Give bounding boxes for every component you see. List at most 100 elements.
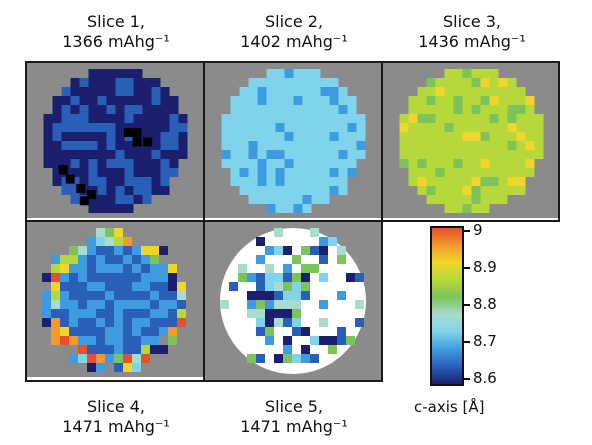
colorbar-tick-8-8 [464, 304, 470, 306]
heatmap-cell [132, 336, 141, 345]
heatmap-cell [301, 345, 310, 354]
heatmap-cell [347, 105, 357, 114]
heatmap-cell [257, 105, 267, 114]
heatmap-cell [480, 87, 490, 96]
heatmap-cell [310, 336, 319, 345]
heatmap-cell [283, 336, 292, 345]
slice-1-panel [27, 63, 203, 218]
heatmap-cell [462, 78, 472, 87]
heatmap-cell [151, 159, 161, 168]
heatmap-cell [159, 327, 168, 336]
colorbar-tick-8-7 [464, 341, 470, 343]
heatmap-cell [480, 69, 490, 78]
heatmap-cell [96, 264, 105, 273]
heatmap-cell [115, 114, 125, 123]
heatmap-cell [51, 255, 60, 264]
heatmap-cell [51, 264, 60, 273]
heatmap-cell [79, 96, 89, 105]
heatmap-cell [60, 318, 69, 327]
heatmap-cell [60, 282, 69, 291]
heatmap-cell [221, 150, 231, 159]
heatmap-cell [462, 150, 472, 159]
heatmap-cell [132, 354, 141, 363]
heatmap-cell [123, 273, 132, 282]
heatmap-cell [275, 105, 285, 114]
heatmap-cell [96, 327, 105, 336]
heatmap-cell [320, 78, 330, 87]
heatmap-cell [516, 141, 526, 150]
heatmap-cell [97, 105, 107, 114]
heatmap-cell [284, 186, 294, 195]
heatmap-cell [320, 96, 330, 105]
heatmap-cell [257, 132, 267, 141]
heatmap-cell [88, 87, 98, 96]
heatmap-cell [480, 132, 490, 141]
heatmap-cell [150, 291, 159, 300]
heatmap-cell [444, 69, 454, 78]
heatmap-cell [320, 168, 330, 177]
heatmap-cell [292, 354, 301, 363]
heatmap-cell [221, 141, 231, 150]
slice-2-title-line1: Slice 2, [264, 12, 324, 31]
heatmap-cell [319, 246, 328, 255]
heatmap-cell [534, 123, 544, 132]
slice-3-title-line1: Slice 3, [442, 12, 502, 31]
heatmap-cell [256, 318, 265, 327]
heatmap-cell [498, 177, 508, 186]
heatmap-cell [399, 132, 409, 141]
heatmap-cell [453, 96, 463, 105]
heatmap-cell [275, 123, 285, 132]
heatmap-cell [114, 273, 123, 282]
heatmap-cell [338, 105, 348, 114]
heatmap-cell [114, 363, 123, 372]
heatmap-cell [337, 255, 346, 264]
heatmap-cell [274, 246, 283, 255]
colorbar-label-8-9: 8.9 [473, 258, 497, 276]
heatmap-cell [311, 177, 321, 186]
heatmap-cell [221, 123, 231, 132]
heatmap-cell [311, 123, 321, 132]
heatmap-cell [123, 237, 132, 246]
heatmap-cell [480, 150, 490, 159]
heatmap-cell [168, 327, 177, 336]
heatmap-cell [60, 327, 69, 336]
heatmap-cell [69, 282, 78, 291]
heatmap-cell [453, 114, 463, 123]
heatmap-cell [115, 123, 125, 132]
heatmap-cell [142, 195, 152, 204]
heatmap-cell [97, 87, 107, 96]
heatmap-cell [435, 123, 445, 132]
heatmap-cell [115, 150, 125, 159]
heatmap-cell [399, 123, 409, 132]
heatmap-cell [133, 177, 143, 186]
heatmap-cell [248, 195, 258, 204]
heatmap-cell [78, 264, 87, 273]
heatmap-cell [284, 96, 294, 105]
heatmap-cell [87, 327, 96, 336]
heatmap-cell [132, 363, 141, 372]
heatmap-cell [42, 291, 51, 300]
heatmap-cell [70, 114, 80, 123]
heatmap-cell [248, 168, 258, 177]
heatmap-cell [106, 195, 116, 204]
heatmap-cell [78, 318, 87, 327]
heatmap-cell [133, 87, 143, 96]
heatmap-cell [141, 318, 150, 327]
heatmap-cell [132, 264, 141, 273]
heatmap-cell [87, 255, 96, 264]
heatmap-cell [247, 309, 256, 318]
heatmap-cell [78, 291, 87, 300]
heatmap-cell [356, 150, 366, 159]
heatmap-cell [160, 132, 170, 141]
heatmap-cell [169, 114, 179, 123]
heatmap-cell [293, 177, 303, 186]
heatmap-cell [97, 78, 107, 87]
heatmap-cell [114, 264, 123, 273]
heatmap-cell [78, 246, 87, 255]
heatmap-cell [239, 186, 249, 195]
heatmap-cell [275, 150, 285, 159]
heatmap-cell [70, 141, 80, 150]
heatmap-cell [257, 87, 267, 96]
heatmap-cell [275, 204, 285, 213]
heatmap-cell [105, 228, 114, 237]
